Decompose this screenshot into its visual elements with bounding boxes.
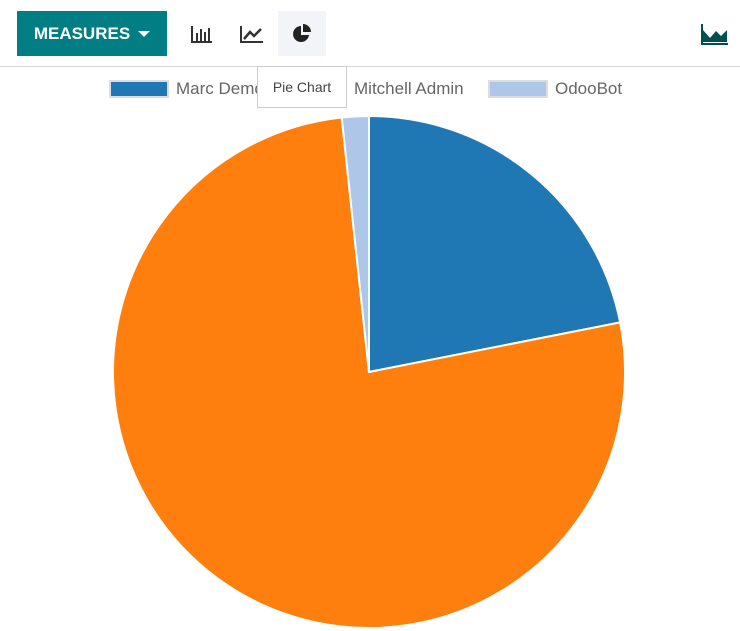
line-chart-icon	[240, 25, 263, 43]
line-chart-button[interactable]	[228, 11, 276, 56]
measures-label: MEASURES	[33, 23, 131, 43]
legend-label: OdooBot	[555, 79, 623, 98]
legend-label: Marc Demo	[176, 79, 264, 98]
legend-label: Mitchell Admin	[354, 79, 464, 98]
bar-chart-button[interactable]	[178, 11, 226, 56]
measures-dropdown[interactable]: MEASURES	[17, 11, 167, 56]
area-chart-icon	[701, 23, 728, 45]
tooltip: Pie Chart	[257, 66, 347, 108]
legend-item-marc-demo[interactable]: Marc Demo	[109, 79, 264, 99]
caret-down-icon	[138, 30, 151, 37]
pie-slice-odoobot[interactable]	[340, 114, 370, 373]
legend-swatch	[109, 80, 169, 98]
pie-chart-button[interactable]	[278, 11, 326, 56]
legend-item-odoobot[interactable]: OdooBot	[488, 79, 622, 99]
pie-chart-icon	[293, 23, 311, 42]
pie-slice-mitchell-admin[interactable]	[112, 116, 626, 629]
toolbar: MEASURES	[0, 0, 740, 67]
stacked-area-toggle[interactable]	[693, 11, 737, 56]
legend-swatch	[488, 80, 548, 98]
bar-chart-icon	[191, 25, 212, 43]
pie-slice-marc-demo[interactable]	[368, 114, 622, 374]
